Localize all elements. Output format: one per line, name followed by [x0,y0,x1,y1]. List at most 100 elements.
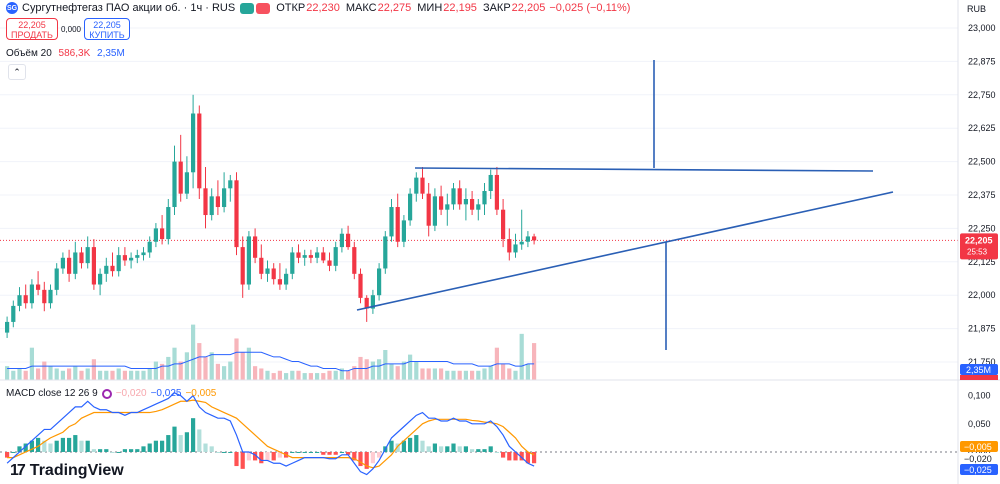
candle-body [178,161,183,194]
volume-bar [501,363,506,380]
countdown-label: 25:53 [967,247,988,256]
candle-body [290,252,295,274]
tradingview-logo[interactable]: 17 TradingView [10,462,124,480]
volume-bar [315,373,320,380]
candle-body [532,236,537,241]
macd-hist-bar [532,451,537,464]
macd-hist-bar [352,451,357,461]
drawings[interactable] [356,60,894,350]
volume-bar [122,370,127,380]
macd-hist-bar [265,451,270,461]
macd-hist-bar [451,443,456,452]
currency-label[interactable]: RUB [966,4,986,14]
candle-body [5,321,10,333]
volume-bar [116,368,121,380]
macd-hist-bar [48,443,53,452]
macd-hist-bar [60,437,65,452]
indicator-settings-icon[interactable] [101,388,112,399]
macd-legend[interactable]: MACD close 12 26 9 −0,020 −0,025 −0,005 [6,388,216,399]
macd-hist-bar [42,440,47,452]
price-tick-label: 22,000 [968,290,996,300]
macd-signal-line [7,399,535,469]
macd-hist-bar [321,451,326,455]
candle-body [42,289,47,304]
candle-body [451,188,456,205]
volume-bar [29,347,34,380]
ohlc-low-value: 22,195 [443,2,477,14]
volume-bar [203,356,208,380]
volume-bar [290,370,295,380]
macd-hist-bar [401,440,406,452]
macd-hist-bar [91,449,96,452]
volume-bar [153,361,158,380]
volume-bar [67,368,72,380]
chevron-up-icon[interactable]: ⌃ [8,64,26,80]
candle-body [420,177,425,194]
volume-bar [383,350,388,380]
candle-body [222,188,227,208]
volume-badge [960,375,998,380]
macd-legend-signal: −0,005 [185,388,217,399]
volume-bar [420,368,425,380]
volume-bar [240,352,245,380]
candle-body [525,236,530,242]
candle-body [98,273,103,285]
sell-price: 22,205 [18,20,46,30]
candle-body [501,209,506,240]
buy-button[interactable]: 22,205 КУПИТЬ [84,18,130,40]
macd-hist-bar [104,449,109,452]
price-tick-label: 22,875 [968,56,996,66]
macd-hist-bar [308,451,313,453]
macd-hist-bar [432,443,437,452]
sell-button[interactable]: 22,205 ПРОДАТЬ [6,18,58,40]
candle-body [160,228,165,240]
macd-value-label: −0,020 [964,454,992,464]
candle-body [296,252,301,258]
candle-body [482,190,487,205]
candle-body [147,241,152,253]
candle-body [470,199,475,210]
macd-hist-bar [197,429,202,452]
sell-label: ПРОДАТЬ [11,30,53,40]
ohlc-close-label: ЗАКР [482,2,511,14]
candle-body [135,255,140,258]
macd-legend-hist: −0,020 [115,388,147,399]
alert-icon[interactable] [256,2,271,14]
candle-body [395,207,400,242]
ohlc-high-value: 22,275 [377,2,412,14]
tradingview-mark-icon: 17 [10,462,26,479]
volume-bar [91,359,96,380]
price-tick-label: 22,625 [968,123,996,133]
candle-body [302,255,307,258]
macd-tick-label: 0,050 [968,419,991,429]
symbol-title[interactable]: Сургутнефтегаз ПАО акции об. · 1ч · RUS [22,2,236,14]
macd-hist-bar [191,418,196,452]
macd-hist-bar [228,451,233,453]
candle-body [463,199,468,205]
symbol-header[interactable]: SG Сургутнефтегаз ПАО акции об. · 1ч · R… [6,2,630,14]
ohlc-open-label: ОТКР [276,2,306,14]
macd-hist-bar [73,435,78,452]
candle-body [215,196,220,208]
volume-legend[interactable]: Объём 20 586,3K 2,35M [6,48,125,59]
volume-bar [215,363,220,380]
volume-bar [401,361,406,380]
candle-body [476,204,481,210]
macd-hist-bar [414,435,419,452]
volume-bar [451,370,456,380]
volume-bar [277,370,282,380]
macd-hist-bar [141,446,146,452]
macd-hist-bar [110,451,115,453]
volume-bar [98,370,103,380]
volume-bar [513,370,518,380]
candle-body [377,268,382,296]
volume-bar [395,366,400,380]
candle-body [352,247,357,274]
macd-hist-bar [240,451,245,469]
macd-hist-bar [426,446,431,452]
volume-bar [197,343,202,380]
macd-hist-bar [525,451,530,464]
macd-hist-bar [215,451,220,453]
